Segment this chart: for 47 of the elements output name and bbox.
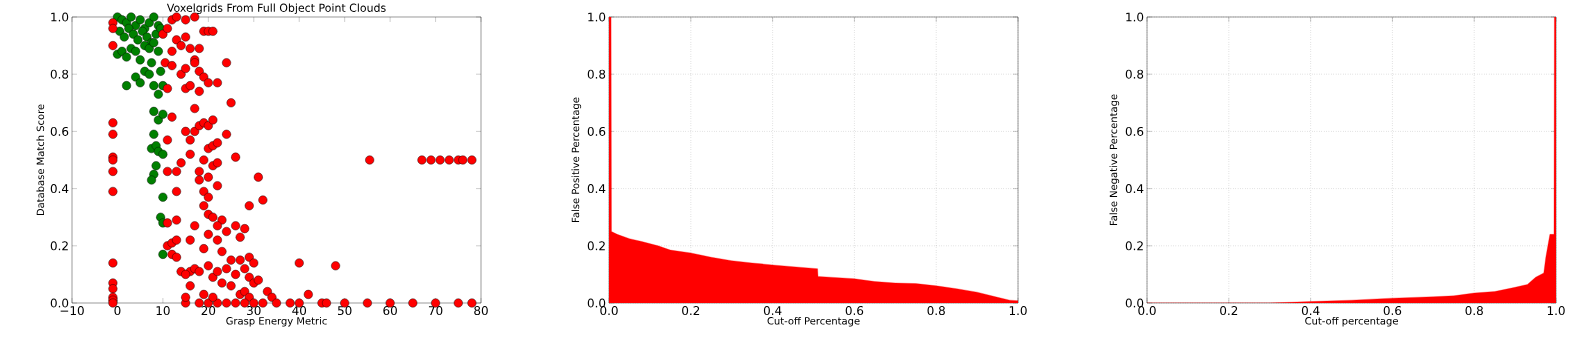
x-tick-label: 30 bbox=[247, 306, 261, 316]
y-tick-label: 0.2 bbox=[50, 241, 68, 251]
y-tick-label: 0.2 bbox=[587, 241, 605, 251]
x-tick-label: 40 bbox=[292, 306, 307, 316]
y-tick-label: 0.4 bbox=[587, 184, 606, 194]
x-tick-label: 60 bbox=[383, 306, 397, 316]
x-tick-label: 0.6 bbox=[845, 306, 864, 316]
x-tick-label: 0.8 bbox=[927, 306, 945, 316]
x-tick-label: 0.0 bbox=[600, 306, 618, 316]
x-tick-label: 0.8 bbox=[1465, 306, 1483, 316]
y-tick-label: 0.2 bbox=[1125, 241, 1143, 251]
y-tick-label: 0.0 bbox=[587, 298, 606, 308]
y-tick-label: 0.4 bbox=[1125, 184, 1144, 194]
x-tick-label: 0.6 bbox=[1383, 306, 1402, 316]
x-tick-label: 0 bbox=[114, 306, 121, 316]
y-tick-label: 0.8 bbox=[50, 69, 69, 79]
y-tick-label: 0.8 bbox=[1125, 69, 1144, 79]
x-axis-title: Cut-off Percentage bbox=[767, 316, 860, 327]
y-tick-label: 0.8 bbox=[587, 69, 606, 79]
x-tick-label: 0.0 bbox=[1138, 306, 1156, 316]
y-axis-title: False Negative Percentage bbox=[1109, 94, 1120, 226]
x-axis-title: Grasp Energy Metric bbox=[226, 316, 327, 327]
y-tick-label: 0.6 bbox=[50, 126, 69, 136]
y-axis-title: False Positive Percentage bbox=[571, 97, 582, 222]
y-tick-label: 1.0 bbox=[1126, 12, 1144, 22]
x-axis-title: Cut-off percentage bbox=[1305, 316, 1398, 327]
y-tick-label: 1.0 bbox=[51, 12, 69, 22]
x-tick-label: 0.2 bbox=[1220, 306, 1238, 316]
x-tick-label: 0.4 bbox=[1301, 306, 1320, 316]
x-tick-label: 1.0 bbox=[1547, 306, 1565, 316]
x-tick-label: 80 bbox=[474, 306, 488, 316]
y-tick-label: 0.6 bbox=[1125, 126, 1144, 136]
x-tick-label: 10 bbox=[156, 306, 170, 316]
y-tick-label: 1.0 bbox=[588, 12, 606, 22]
x-tick-label: 70 bbox=[428, 306, 443, 316]
x-tick-label: 0.2 bbox=[682, 306, 700, 316]
y-axis-title: Database Match Score bbox=[36, 104, 45, 216]
y-tick-label: 0.4 bbox=[50, 184, 69, 194]
x-tick-label: 50 bbox=[337, 306, 352, 316]
y-tick-label: 0.6 bbox=[587, 126, 606, 136]
x-tick-label: 1.0 bbox=[1009, 306, 1027, 316]
x-tick-label: 0.4 bbox=[763, 306, 782, 316]
y-tick-label: 0.0 bbox=[50, 298, 69, 308]
chart-title: Voxelgrids From Full Object Point Clouds bbox=[166, 3, 386, 14]
x-tick-label: 20 bbox=[201, 306, 216, 316]
y-tick-label: 0.0 bbox=[1125, 298, 1144, 308]
x-tick-label: −10 bbox=[60, 306, 84, 316]
